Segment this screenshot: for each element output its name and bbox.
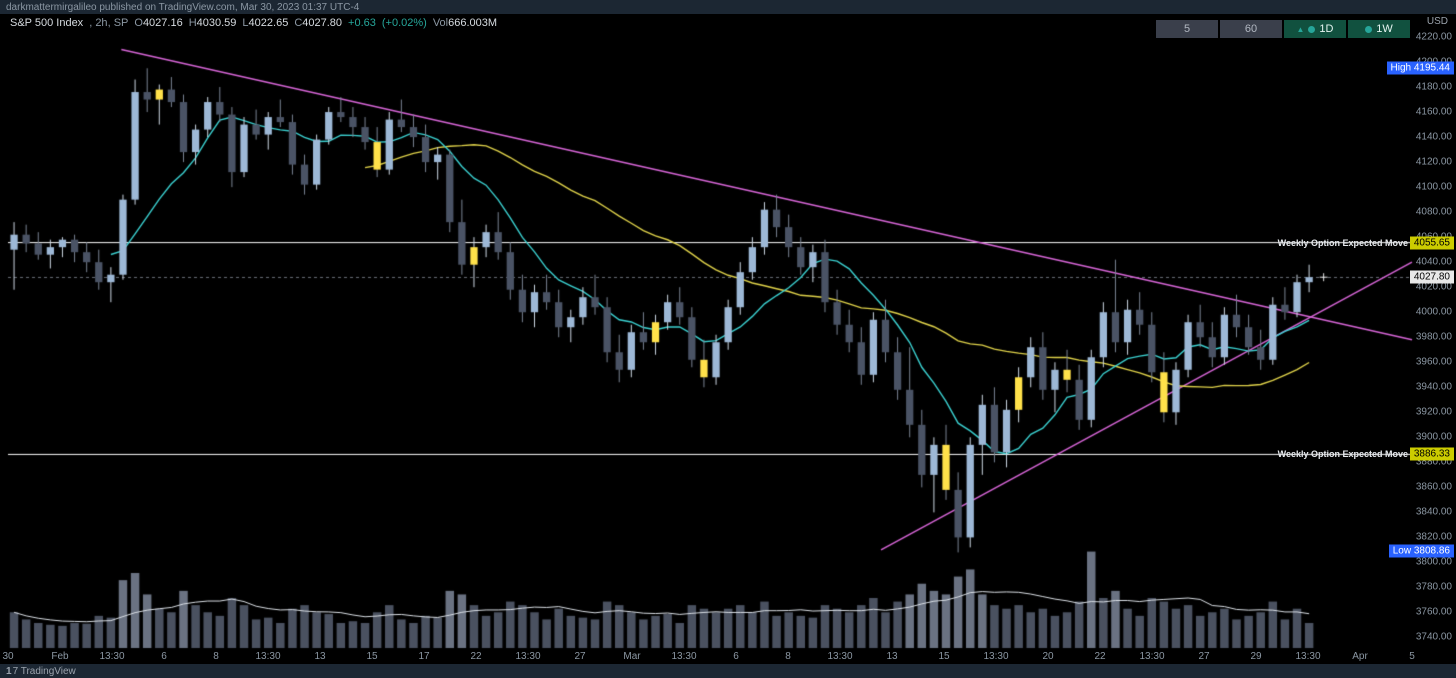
time-tick: Mar xyxy=(623,651,640,662)
time-tick: Feb xyxy=(51,651,68,662)
brand-logo: 17 TradingView xyxy=(6,666,76,677)
time-tick: 13:30 xyxy=(983,651,1008,662)
publisher-text: darkmattermirgalileo published on Tradin… xyxy=(6,2,359,13)
time-tick: 13:30 xyxy=(1139,651,1164,662)
time-axis[interactable]: 30 Feb 13:30 6 8 13:30 13 15 17 22 13:30 27 Mar 13:30… xyxy=(0,648,1414,664)
time-tick: 13:30 xyxy=(99,651,124,662)
symbol-name: S&P 500 Index xyxy=(10,17,83,29)
time-tick: 27 xyxy=(574,651,585,662)
time-tick: 20 xyxy=(1042,651,1053,662)
timeframe-button-1D[interactable]: ▲1D xyxy=(1284,20,1346,38)
wem-upper-label: Weekly Option Expected Move xyxy=(1278,238,1408,248)
time-tick: 13:30 xyxy=(827,651,852,662)
timeframe-button-5[interactable]: 5 xyxy=(1156,20,1218,38)
time-tick: 13:30 xyxy=(1295,651,1320,662)
time-tick: 30 xyxy=(2,651,13,662)
chart-area[interactable]: USD 4220.004200.004180.004160.004140.004… xyxy=(0,14,1456,664)
time-tick: 15 xyxy=(938,651,949,662)
timeframe-buttons: 560▲1D1W xyxy=(1156,20,1410,38)
time-tick: 13:30 xyxy=(515,651,540,662)
time-tick: 13 xyxy=(314,651,325,662)
time-tick: 13:30 xyxy=(671,651,696,662)
time-tick: 22 xyxy=(1094,651,1105,662)
time-tick: 13 xyxy=(886,651,897,662)
time-tick: 29 xyxy=(1250,651,1261,662)
time-tick: 22 xyxy=(470,651,481,662)
wem-lower-label: Weekly Option Expected Move xyxy=(1278,449,1408,459)
time-tick: 8 xyxy=(785,651,791,662)
time-tick: 8 xyxy=(213,651,219,662)
time-tick: 5 xyxy=(1409,651,1415,662)
symbol-info-bar: S&P 500 Index , 2h, SP O4027.16 H4030.59… xyxy=(10,17,497,29)
time-tick: 17 xyxy=(418,651,429,662)
time-tick: 6 xyxy=(733,651,739,662)
time-tick: Apr xyxy=(1352,651,1368,662)
publisher-bar: darkmattermirgalileo published on Tradin… xyxy=(0,0,1456,14)
time-tick: 15 xyxy=(366,651,377,662)
footer-bar: 17 TradingView xyxy=(0,664,1456,678)
timeframe-button-60[interactable]: 60 xyxy=(1220,20,1282,38)
timeframe-button-1W[interactable]: 1W xyxy=(1348,20,1410,38)
time-tick: 27 xyxy=(1198,651,1209,662)
currency-label: USD xyxy=(1427,16,1448,27)
time-tick: 6 xyxy=(161,651,167,662)
time-tick: 13:30 xyxy=(255,651,280,662)
